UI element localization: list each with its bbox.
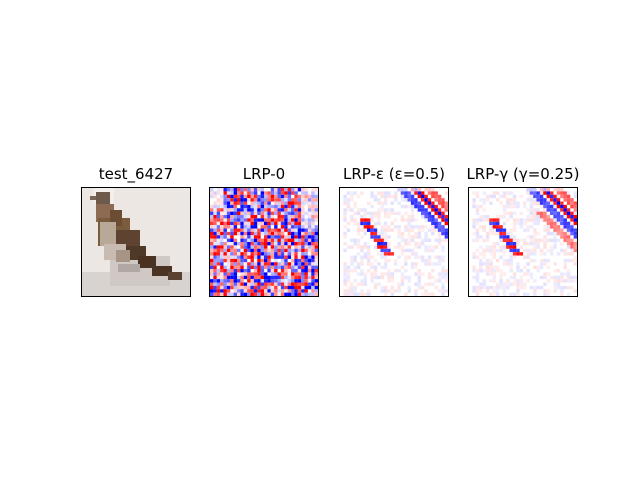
heatmap-lrp-0: [210, 188, 318, 296]
panel-title: LRP-ε (ε=0.5): [342, 165, 446, 183]
heatmap-frame: [468, 187, 578, 297]
heatmap-frame: [339, 187, 449, 297]
heatmap-lrp-gamma: [472, 188, 577, 296]
input-image-frame: [81, 187, 191, 297]
heatmap-frame: [209, 187, 319, 297]
panel-title: test_6427: [98, 165, 174, 183]
heatmap-lrp-epsilon: [343, 188, 448, 296]
bird-image: [82, 188, 190, 296]
panel-title: LRP-0: [242, 165, 286, 183]
panel-title: LRP-γ (γ=0.25): [466, 165, 580, 183]
